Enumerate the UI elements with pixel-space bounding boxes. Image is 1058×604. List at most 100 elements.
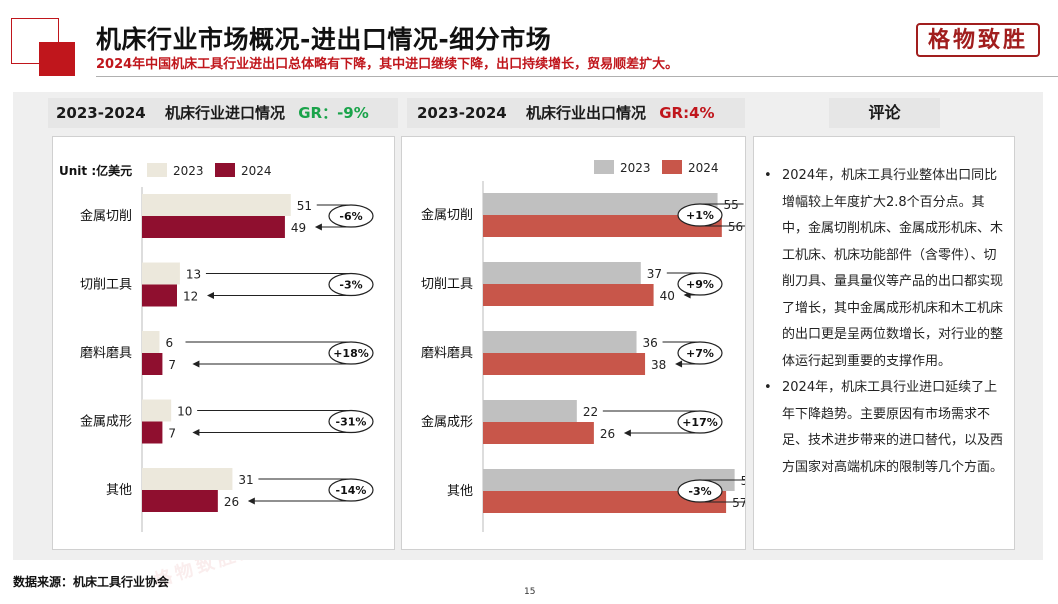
bar <box>142 262 180 285</box>
import-title-name: 机床行业进口情况 <box>164 104 285 122</box>
legend-label: 2024 <box>241 164 272 178</box>
page-subtitle: 2024年中国机床工具行业进出口总体略有下降，其中进口继续下降，出口持续增长，贸… <box>96 57 679 72</box>
bar <box>142 284 177 307</box>
bar <box>142 353 163 375</box>
change-badge <box>328 409 374 434</box>
data-label: 36 <box>643 336 658 350</box>
comment-bullet-text: 2024年，机床工具行业进口延续了上年下降趋势。主要原因有市场需求不足、技术进步… <box>782 380 1004 475</box>
data-label: 55 <box>724 198 739 212</box>
legend-label: 2024 <box>688 161 719 175</box>
category-label: 金属切削 <box>80 208 132 224</box>
import-gr-label: GR：-9% <box>298 104 369 122</box>
data-source: 数据来源：机床工具行业协会 <box>13 575 170 589</box>
category-label: 金属切削 <box>421 207 473 223</box>
bar <box>142 399 172 422</box>
change-badge <box>328 204 374 228</box>
data-label: 40 <box>660 289 675 303</box>
bar <box>142 216 285 238</box>
change-label: -3% <box>688 485 711 498</box>
export-chart-title: 2023-2024 机床行业出口情况 GR:4% <box>407 98 745 128</box>
change-label: +7% <box>686 347 714 360</box>
arrow-head <box>675 360 683 368</box>
data-label: 56 <box>728 220 743 234</box>
category-label: 金属成形 <box>80 414 132 430</box>
change-label: -3% <box>339 279 362 292</box>
legend-label: 2023 <box>173 164 204 178</box>
logo-square-outline <box>11 18 59 64</box>
bar <box>483 331 637 353</box>
change-badge <box>328 478 374 502</box>
change-label: -31% <box>336 416 367 429</box>
category-label: 切削工具 <box>80 278 132 293</box>
bar <box>483 284 654 306</box>
export-bar-chart: 2023 2024 金属切削 55 56 +1% 切削工具 37 40 +9% 磨料磨具 36 38 +7… <box>421 160 764 532</box>
category-label: 切削工具 <box>421 277 473 292</box>
arrow-head <box>207 292 214 299</box>
bar <box>483 469 735 491</box>
data-label: 37 <box>647 267 662 281</box>
bar <box>142 421 163 444</box>
bar <box>142 468 233 490</box>
legend-swatch <box>662 160 682 174</box>
data-label: 7 <box>168 358 176 372</box>
change-label: -6% <box>339 210 362 223</box>
bar <box>142 490 218 512</box>
comment-title: 评论 <box>829 98 940 128</box>
page-number: 15 <box>524 587 536 597</box>
page-title: 机床行业市场概况-进出口情况-细分市场 <box>96 25 552 54</box>
data-label: 13 <box>186 268 201 282</box>
comment-bullet-text: 2024年，机床工具行业整体出口同比增幅较上年度扩大2.8个百分点。其中，金属切… <box>782 168 1004 369</box>
export-gr-label: GR:4% <box>659 104 715 122</box>
bar <box>483 193 718 215</box>
change-label: +9% <box>686 278 714 291</box>
export-period: 2023-2024 <box>417 104 507 122</box>
header-divider <box>96 76 1058 77</box>
change-label: +1% <box>686 209 714 222</box>
import-chart-title: 2023-2024 机床行业进口情况 GR：-9% <box>48 98 398 128</box>
data-label: 7 <box>168 427 176 441</box>
comment-bullet: • 2024年，机床工具行业进口延续了上年下降趋势。主要原因有市场需求不足、技术… <box>764 375 1004 481</box>
category-label: 磨料磨具 <box>80 346 132 361</box>
import-period: 2023-2024 <box>56 104 146 122</box>
category-label: 其他 <box>447 484 473 499</box>
export-chart-panel: 2023 2024 金属切削 55 56 +1% 切削工具 37 40 +9% 磨料磨具 36 38 +7… <box>401 136 764 550</box>
data-label: 26 <box>600 427 615 441</box>
category-label: 金属成形 <box>421 414 473 430</box>
bar <box>483 215 722 237</box>
bar <box>142 194 291 216</box>
change-badge <box>328 341 374 365</box>
change-badge <box>677 272 723 296</box>
bar <box>142 331 160 353</box>
category-label: 磨料磨具 <box>421 346 473 361</box>
change-badge <box>677 410 723 434</box>
change-badge <box>677 479 723 503</box>
data-label: 38 <box>651 358 666 372</box>
change-badge <box>328 272 374 297</box>
data-label: 57 <box>732 496 745 510</box>
data-label: 10 <box>177 405 192 419</box>
data-label: 59 <box>741 474 745 488</box>
export-title-name: 机床行业出口情况 <box>525 104 646 122</box>
data-label: 26 <box>224 495 239 509</box>
arrow-head <box>314 223 322 231</box>
arrow-head <box>192 429 200 436</box>
comment-bullet: • 2024年，机床工具行业整体出口同比增幅较上年度扩大2.8个百分点。其中，金… <box>764 163 1004 375</box>
legend-swatch <box>215 163 235 177</box>
bar <box>483 491 727 513</box>
data-label: 22 <box>583 405 598 419</box>
bar <box>483 422 594 444</box>
data-label: 6 <box>166 336 174 350</box>
change-label: +17% <box>682 416 718 429</box>
brand-logo: 格物致胜 <box>916 23 1040 57</box>
comment-box: • 2024年，机床工具行业整体出口同比增幅较上年度扩大2.8个百分点。其中，金… <box>753 136 1015 550</box>
data-label: 31 <box>238 473 253 487</box>
change-badge <box>677 341 723 365</box>
legend-label: 2023 <box>620 161 651 175</box>
category-label: 其他 <box>106 483 132 498</box>
change-badge <box>677 203 723 227</box>
logo-square-fill <box>39 42 75 76</box>
bar <box>483 400 577 422</box>
legend-swatch <box>147 163 167 177</box>
legend-swatch <box>594 160 614 174</box>
import-chart-panel: Unit :亿美元 2023 2024 金属切削 51 49 -6% 切削工具 13 12 -3% 磨… <box>52 136 395 550</box>
